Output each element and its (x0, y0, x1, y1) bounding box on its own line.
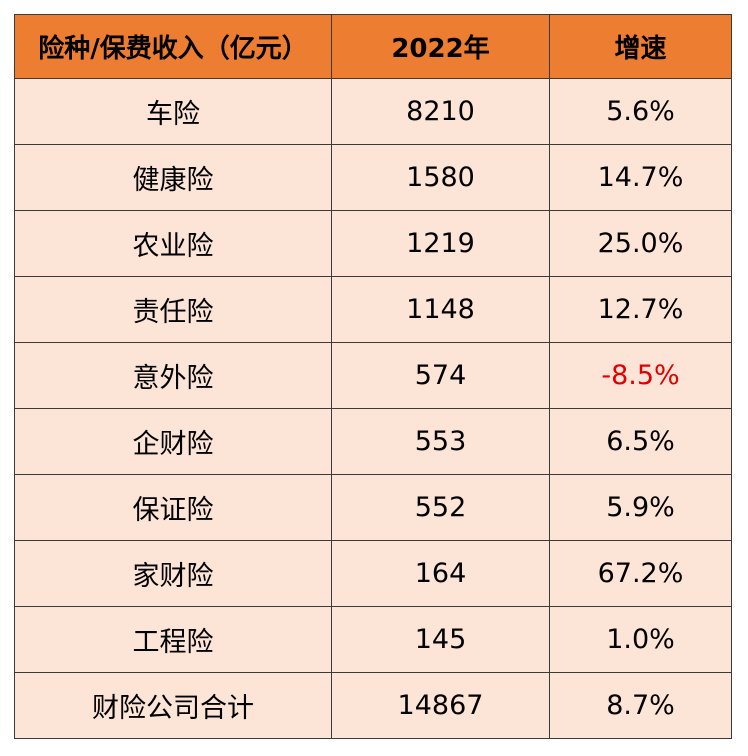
category-cell: 保证险 (14, 474, 332, 541)
premium-cell: 164 (331, 540, 550, 607)
table-row: 车险 8210 5.6% (14, 78, 732, 145)
table-header: 险种/保费收入（亿元） 2022年 增速 (14, 14, 732, 79)
category-cell: 农业险 (14, 210, 332, 277)
premium-cell: 1148 (331, 276, 550, 343)
table-container: 险种/保费收入（亿元） 2022年 增速 车险 8210 5.6% 健康险 1580 14… (14, 14, 732, 739)
insurance-premium-table: 险种/保费收入（亿元） 2022年 增速 车险 8210 5.6% 健康险 1580 14… (14, 14, 732, 739)
table-row: 保证险 552 5.9% (14, 474, 732, 541)
table-row: 责任险 1148 12.7% (14, 276, 732, 343)
growth-cell: 8.7% (549, 672, 732, 739)
growth-cell: 1.0% (549, 606, 732, 673)
table-row: 农业险 1219 25.0% (14, 210, 732, 277)
category-cell: 意外险 (14, 342, 332, 409)
premium-cell: 1219 (331, 210, 550, 277)
table-body: 车险 8210 5.6% 健康险 1580 14.7% 农业险 1219 25.0% 责任险 114… (14, 78, 732, 739)
table-row: 企财险 553 6.5% (14, 408, 732, 475)
category-cell: 工程险 (14, 606, 332, 673)
premium-cell: 574 (331, 342, 550, 409)
growth-cell: 14.7% (549, 144, 732, 211)
premium-cell: 145 (331, 606, 550, 673)
category-cell: 健康险 (14, 144, 332, 211)
premium-cell: 14867 (331, 672, 550, 739)
table-row: 工程险 145 1.0% (14, 606, 732, 673)
category-cell: 财险公司合计 (14, 672, 332, 739)
premium-cell: 8210 (331, 78, 550, 145)
category-cell: 车险 (14, 78, 332, 145)
header-year: 2022年 (331, 14, 550, 79)
growth-cell: 5.6% (549, 78, 732, 145)
premium-cell: 1580 (331, 144, 550, 211)
growth-cell: 5.9% (549, 474, 732, 541)
growth-cell: 67.2% (549, 540, 732, 607)
table-row: 健康险 1580 14.7% (14, 144, 732, 211)
growth-cell: 6.5% (549, 408, 732, 475)
category-cell: 家财险 (14, 540, 332, 607)
table-row: 财险公司合计 14867 8.7% (14, 672, 732, 739)
header-growth: 增速 (549, 14, 732, 79)
header-category: 险种/保费收入（亿元） (14, 14, 332, 79)
growth-cell: -8.5% (549, 342, 732, 409)
category-cell: 责任险 (14, 276, 332, 343)
table-row: 意外险 574 -8.5% (14, 342, 732, 409)
growth-cell: 12.7% (549, 276, 732, 343)
category-cell: 企财险 (14, 408, 332, 475)
premium-cell: 553 (331, 408, 550, 475)
growth-cell: 25.0% (549, 210, 732, 277)
header-row: 险种/保费收入（亿元） 2022年 增速 (14, 14, 732, 79)
table-row: 家财险 164 67.2% (14, 540, 732, 607)
premium-cell: 552 (331, 474, 550, 541)
